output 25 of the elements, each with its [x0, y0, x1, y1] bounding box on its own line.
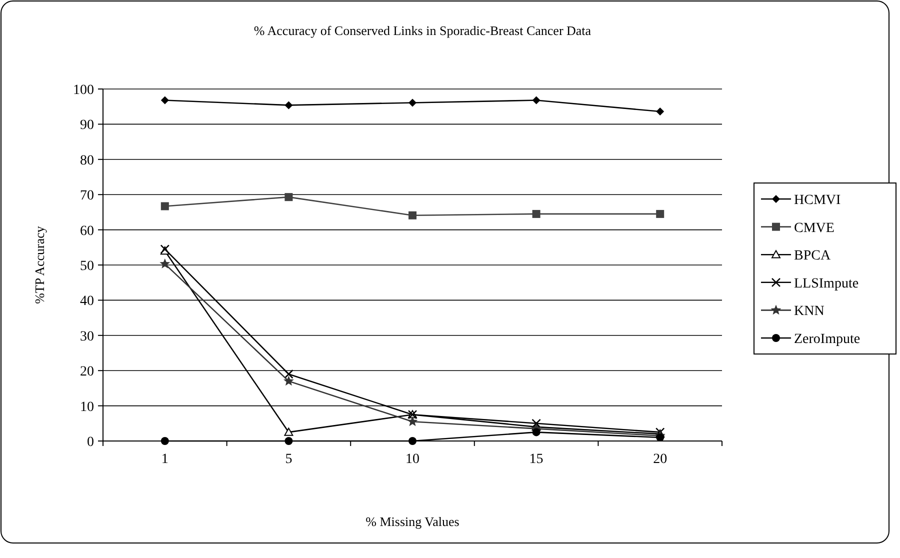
- x-tick-label: 10: [406, 452, 420, 467]
- y-tick-label: 0: [87, 435, 94, 450]
- y-tick-label: 60: [80, 224, 94, 239]
- y-tick-label: 40: [80, 294, 94, 310]
- x-tick-label: 1: [161, 452, 168, 467]
- y-tick-label: 50: [80, 259, 94, 274]
- legend-label: HCMVI: [794, 193, 842, 208]
- legend-label: BPCA: [794, 248, 832, 264]
- y-tick-label: 90: [80, 118, 94, 134]
- y-tick-label: 20: [80, 364, 94, 380]
- y-tick-label: 80: [80, 153, 94, 168]
- legend-label: ZeroImpute: [794, 332, 860, 347]
- y-tick-label: 70: [80, 188, 94, 204]
- x-tick-label: 5: [285, 452, 292, 467]
- legend-label: CMVE: [794, 220, 834, 236]
- y-tick-label: 10: [80, 400, 94, 415]
- legend-label: LLSImpute: [794, 276, 859, 292]
- y-axis-title: %TP Accuracy: [32, 226, 47, 304]
- legend-label: KNN: [794, 304, 824, 320]
- y-tick-label: 100: [73, 83, 94, 98]
- x-tick-label: 20: [653, 452, 668, 467]
- x-axis-title: % Missing Values: [366, 514, 460, 529]
- chart-title: % Accuracy of Conserved Links in Sporadic-Breast Cancer Data: [254, 23, 592, 38]
- x-tick-label: 15: [529, 452, 544, 467]
- y-tick-label: 30: [80, 329, 94, 344]
